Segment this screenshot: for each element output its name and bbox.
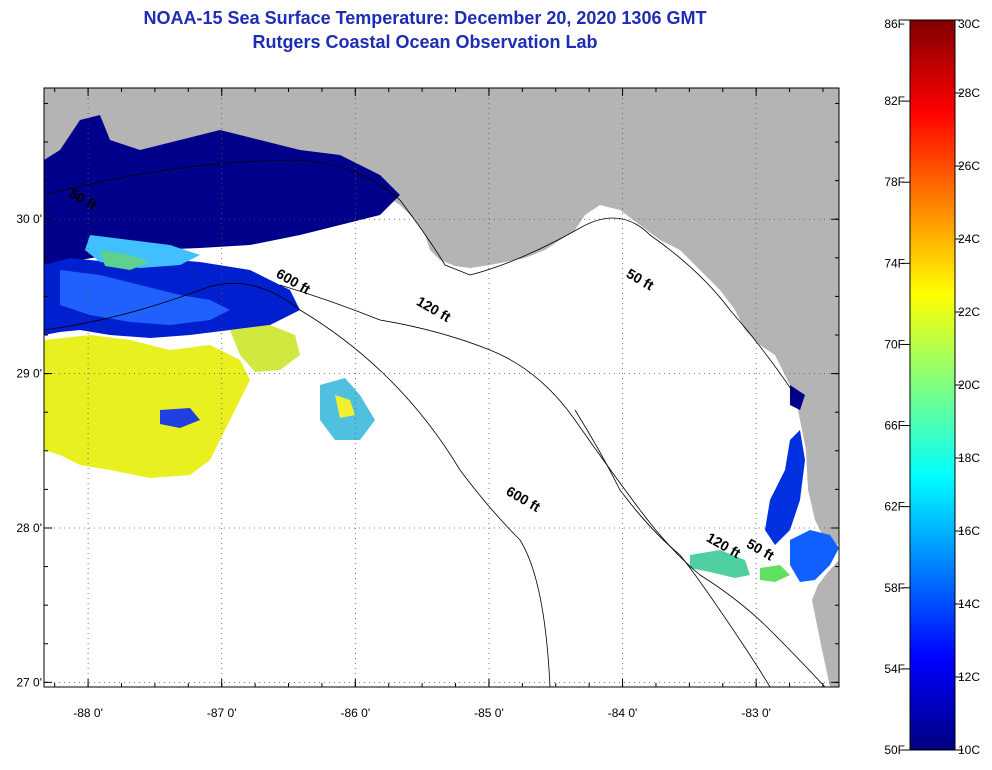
colorbar-label-c: 18C: [958, 451, 980, 465]
lat-tick-label: 30 0': [16, 212, 42, 226]
colorbar-label-c: 16C: [958, 524, 980, 538]
colorbar-label-f: 54F: [884, 662, 905, 676]
colorbar-label-f: 50F: [884, 743, 905, 757]
colorbar-label-c: 20C: [958, 378, 980, 392]
colorbar-label-f: 78F: [884, 175, 905, 189]
map-frame: [43, 87, 840, 688]
lon-tick-label: -83 0': [741, 706, 771, 720]
lon-tick-label: -86 0': [340, 706, 370, 720]
colorbar-label-c: 14C: [958, 597, 980, 611]
lon-tick-label: -88 0': [73, 706, 103, 720]
colorbar-label-c: 24C: [958, 232, 980, 246]
colorbar-label-c: 12C: [958, 670, 980, 684]
axis-ticks: [44, 88, 839, 687]
colorbar-label-c: 10C: [958, 743, 980, 757]
colorbar-label-f: 66F: [884, 419, 905, 433]
colorbar-label-c: 30C: [958, 17, 980, 31]
colorbar-label-f: 58F: [884, 581, 905, 595]
lon-tick-label: -87 0': [207, 706, 237, 720]
florida-peninsula: [812, 545, 839, 687]
lat-tick-label: 28 0': [16, 521, 42, 535]
map-subtitle: Rutgers Coastal Ocean Observation Lab: [252, 32, 598, 52]
lat-tick-label: 29 0': [16, 367, 42, 381]
land-mass: [44, 88, 839, 545]
map-title: NOAA-15 Sea Surface Temperature: Decembe…: [143, 8, 707, 28]
colorbar-label-c: 22C: [958, 305, 980, 319]
colorbar-label-c: 28C: [958, 86, 980, 100]
colorbar-label-f: 70F: [884, 337, 905, 351]
colorbar-label-f: 62F: [884, 500, 905, 514]
colorbar-scale: [909, 19, 956, 751]
colorbar-label-f: 74F: [884, 256, 905, 270]
sst-data: [44, 115, 839, 582]
lon-tick-label: -85 0': [474, 706, 504, 720]
colorbar-label-f: 82F: [884, 94, 905, 108]
lat-tick-label: 27 0': [16, 675, 42, 689]
lon-tick-label: -84 0': [608, 706, 638, 720]
colorbar-label-f: 86F: [884, 17, 905, 31]
colorbar-label-c: 26C: [958, 159, 980, 173]
isobaths: [44, 159, 826, 687]
